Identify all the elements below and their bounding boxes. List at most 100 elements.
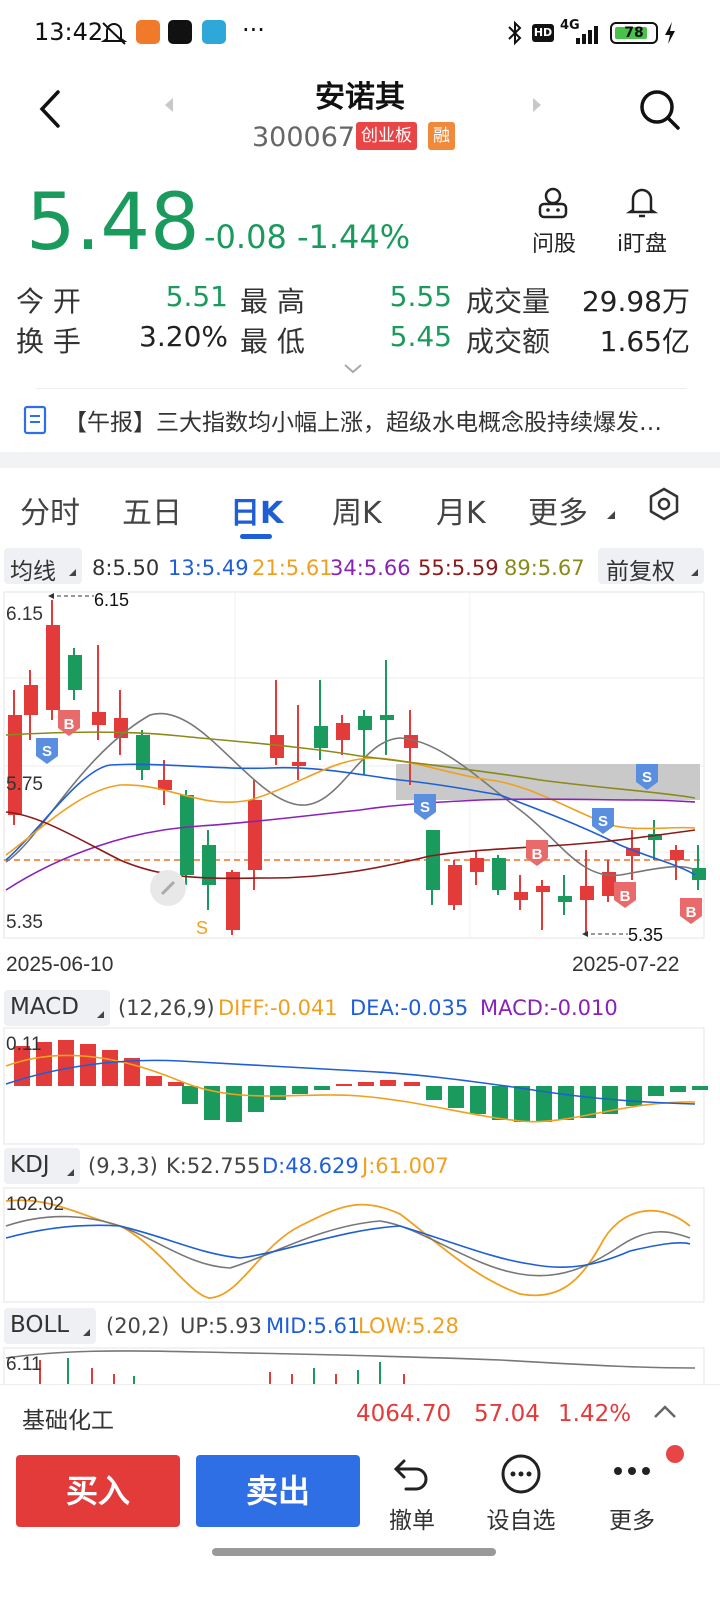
- macd-bar: [58, 1040, 74, 1086]
- candle-body: [536, 886, 550, 892]
- svg-text:S: S: [642, 769, 652, 786]
- sector-value: 4064.70: [356, 1401, 452, 1427]
- cancel-order-label[interactable]: 撤单: [389, 1508, 435, 1534]
- candle-body: [68, 655, 82, 690]
- back-arrow-icon[interactable]: [34, 88, 64, 130]
- sector-name: 基础化工: [22, 1408, 114, 1434]
- candle-body: [202, 845, 216, 885]
- price-axis-mid: 5.75: [6, 774, 43, 795]
- amount-label: 成交额: [466, 325, 551, 358]
- search-icon[interactable]: [636, 86, 682, 132]
- tab-daily-k[interactable]: 日K: [230, 496, 284, 531]
- boll-legend: BOLL (20,2) UP:5.93 MID:5.61 LOW:5.28: [0, 1308, 720, 1344]
- tab-intraday[interactable]: 分时: [20, 496, 80, 531]
- undo-icon[interactable]: [392, 1453, 432, 1493]
- svg-text:S: S: [420, 799, 430, 816]
- status-time: 13:42: [34, 18, 104, 46]
- candle-body: [670, 850, 684, 860]
- more-dots-icon[interactable]: [610, 1461, 654, 1481]
- kdj-legend: KDJ (9,3,3) K:52.755 D:48.629 J:61.007: [0, 1148, 720, 1184]
- candle-body: [270, 735, 284, 758]
- ask-stock-label[interactable]: 问股: [531, 232, 576, 257]
- margin-badge: 融: [428, 122, 455, 150]
- candle-body: [158, 780, 172, 790]
- tab-five-day[interactable]: 五日: [122, 496, 182, 531]
- candle-body: [692, 868, 706, 880]
- macd-selector[interactable]: MACD: [4, 990, 110, 1026]
- macd-bar: [470, 1086, 486, 1114]
- macd-bar: [226, 1086, 242, 1122]
- macd-bar: [536, 1086, 552, 1122]
- macd-bar: [492, 1086, 508, 1120]
- ask-stock-icon[interactable]: [536, 186, 570, 220]
- macd-bar: [204, 1086, 220, 1120]
- tab-more[interactable]: 更多: [528, 496, 588, 531]
- news-headline[interactable]: 【午报】三大指数均小幅上涨，超级水电概念股持续爆发…: [64, 410, 662, 436]
- prev-stock-icon[interactable]: [162, 96, 176, 114]
- news-document-icon: [23, 405, 47, 435]
- candle-body: [358, 716, 372, 730]
- candle-body: [648, 834, 662, 840]
- ma-55: 55:5.59: [418, 556, 499, 580]
- section-divider: [0, 452, 720, 468]
- macd-bar: [146, 1076, 162, 1086]
- boll-chart: 6.11: [3, 1347, 705, 1384]
- expand-chevron-icon[interactable]: [342, 362, 364, 376]
- candle-body: [180, 795, 194, 875]
- open-label: 今 开: [16, 285, 81, 318]
- news-ticker[interactable]: 【午报】三大指数均小幅上涨，超级水电概念股持续爆发…: [0, 395, 720, 447]
- candle-body: [492, 858, 506, 890]
- buy-button[interactable]: 买入: [16, 1455, 180, 1527]
- chart-settings-icon[interactable]: [646, 486, 682, 522]
- svg-text:S: S: [598, 813, 608, 830]
- min-price-marker: 5.35: [628, 925, 663, 945]
- macd-bar: [314, 1086, 330, 1090]
- network-type: 4G: [560, 18, 580, 33]
- add-watchlist-label[interactable]: 设自选: [486, 1508, 556, 1534]
- macd-bar: [648, 1086, 664, 1096]
- watch-label[interactable]: i盯盘: [616, 232, 668, 257]
- svg-text:6.11: 6.11: [6, 1354, 42, 1375]
- ma-selector[interactable]: 均线: [4, 548, 82, 585]
- macd-bar: [124, 1058, 140, 1086]
- candle-body: [136, 735, 150, 770]
- adjust-selector[interactable]: 前复权: [598, 548, 704, 585]
- kdj-chart: 102.02: [3, 1187, 705, 1303]
- mute-bell-icon: [100, 22, 128, 45]
- candle-body: [558, 896, 572, 902]
- tab-weekly-k[interactable]: 周K: [332, 496, 382, 531]
- sector-strip[interactable]: 基础化工 4064.70 57.04 1.42%: [0, 1384, 720, 1446]
- kline-chart[interactable]: S S S S S B B B B 6.15 5.75 5.35 6.15: [0, 590, 720, 982]
- sell-button[interactable]: 卖出: [196, 1455, 360, 1527]
- chevron-up-icon[interactable]: [652, 1403, 678, 1421]
- active-tab-indicator: [240, 534, 272, 539]
- add-watchlist-icon[interactable]: [500, 1453, 542, 1495]
- home-indicator[interactable]: [212, 1548, 496, 1556]
- macd-bar: [270, 1086, 286, 1100]
- buy-signal-markers: B B B B: [58, 710, 702, 924]
- sector-change: 57.04: [474, 1401, 540, 1427]
- svg-text:0.11: 0.11: [6, 1034, 42, 1055]
- more-label[interactable]: 更多: [609, 1508, 655, 1534]
- turnover-label: 换 手: [16, 325, 81, 358]
- svg-text:S: S: [42, 743, 52, 760]
- macd-bar: [602, 1086, 618, 1114]
- next-stock-icon[interactable]: [530, 96, 544, 114]
- current-price: 5.48: [26, 178, 200, 268]
- candle-body: [314, 726, 328, 748]
- date-end: 2025-07-22: [572, 953, 679, 976]
- boll-selector[interactable]: BOLL: [4, 1308, 96, 1344]
- high-value: 5.55: [389, 280, 452, 313]
- macd-bar: [168, 1082, 184, 1086]
- candle-body: [248, 800, 262, 870]
- macd-bar: [14, 1046, 30, 1086]
- candle-body: [514, 892, 528, 900]
- bell-icon[interactable]: [625, 184, 659, 220]
- kdj-selector[interactable]: KDJ: [4, 1148, 80, 1184]
- charging-icon: [665, 22, 675, 44]
- macd-bar: [404, 1082, 420, 1086]
- macd-bar: [336, 1084, 352, 1086]
- tab-monthly-k[interactable]: 月K: [436, 496, 486, 531]
- price-change: -0.08 -1.44%: [204, 218, 411, 256]
- candle-body: [426, 830, 440, 890]
